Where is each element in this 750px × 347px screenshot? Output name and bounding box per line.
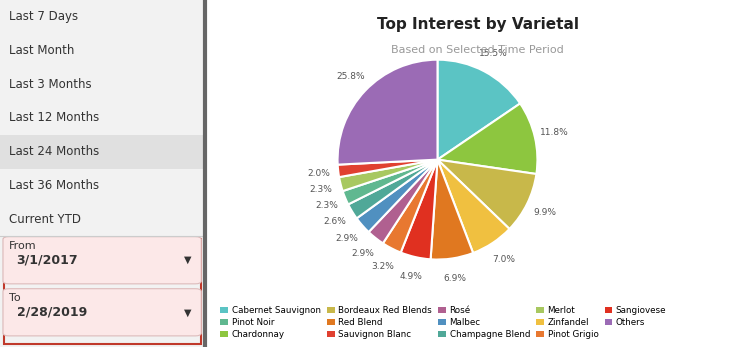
Text: 2/28/2019: 2/28/2019	[16, 306, 87, 319]
Wedge shape	[343, 160, 437, 204]
Wedge shape	[437, 103, 538, 174]
Text: 7.0%: 7.0%	[492, 255, 515, 264]
Wedge shape	[338, 60, 437, 164]
Wedge shape	[400, 160, 437, 259]
Wedge shape	[437, 160, 509, 253]
Text: 2.0%: 2.0%	[307, 169, 330, 178]
Text: Last 3 Months: Last 3 Months	[9, 78, 92, 91]
Text: 6.9%: 6.9%	[444, 274, 466, 283]
Text: 2.9%: 2.9%	[336, 234, 358, 243]
Wedge shape	[383, 160, 437, 253]
Text: ▼: ▼	[184, 255, 191, 265]
Text: 3/1/2017: 3/1/2017	[16, 254, 78, 267]
Text: Last 36 Months: Last 36 Months	[9, 179, 99, 192]
Text: 11.8%: 11.8%	[540, 128, 568, 137]
Wedge shape	[437, 160, 536, 229]
Text: Last 7 Days: Last 7 Days	[9, 10, 78, 23]
Wedge shape	[369, 160, 437, 243]
Text: 25.8%: 25.8%	[336, 73, 365, 82]
Wedge shape	[430, 160, 473, 260]
Text: From: From	[9, 242, 37, 251]
Text: ▼: ▼	[184, 307, 191, 317]
Wedge shape	[437, 60, 520, 160]
Text: 3.2%: 3.2%	[371, 262, 394, 271]
Wedge shape	[348, 160, 437, 218]
Text: Current YTD: Current YTD	[9, 213, 81, 226]
Text: Based on Selected Time Period: Based on Selected Time Period	[392, 45, 564, 55]
Text: To: To	[9, 294, 21, 303]
Wedge shape	[357, 160, 437, 232]
Legend: Cabernet Sauvignon, Pinot Noir, Chardonnay, Bordeaux Red Blends, Red Blend, Sauv: Cabernet Sauvignon, Pinot Noir, Chardonn…	[217, 303, 670, 342]
Wedge shape	[339, 160, 437, 191]
Text: Last Month: Last Month	[9, 44, 74, 57]
Text: Last 24 Months: Last 24 Months	[9, 145, 99, 158]
Text: Last 12 Months: Last 12 Months	[9, 111, 99, 125]
Text: Top Interest by Varietal: Top Interest by Varietal	[376, 17, 578, 32]
Text: 2.3%: 2.3%	[310, 185, 333, 194]
Text: 2.6%: 2.6%	[323, 218, 346, 227]
Text: 4.9%: 4.9%	[400, 272, 422, 281]
Wedge shape	[338, 160, 437, 177]
Text: 2.3%: 2.3%	[315, 201, 338, 210]
Text: 9.9%: 9.9%	[534, 208, 556, 217]
Text: 2.9%: 2.9%	[352, 249, 374, 258]
Text: 15.5%: 15.5%	[479, 49, 508, 58]
